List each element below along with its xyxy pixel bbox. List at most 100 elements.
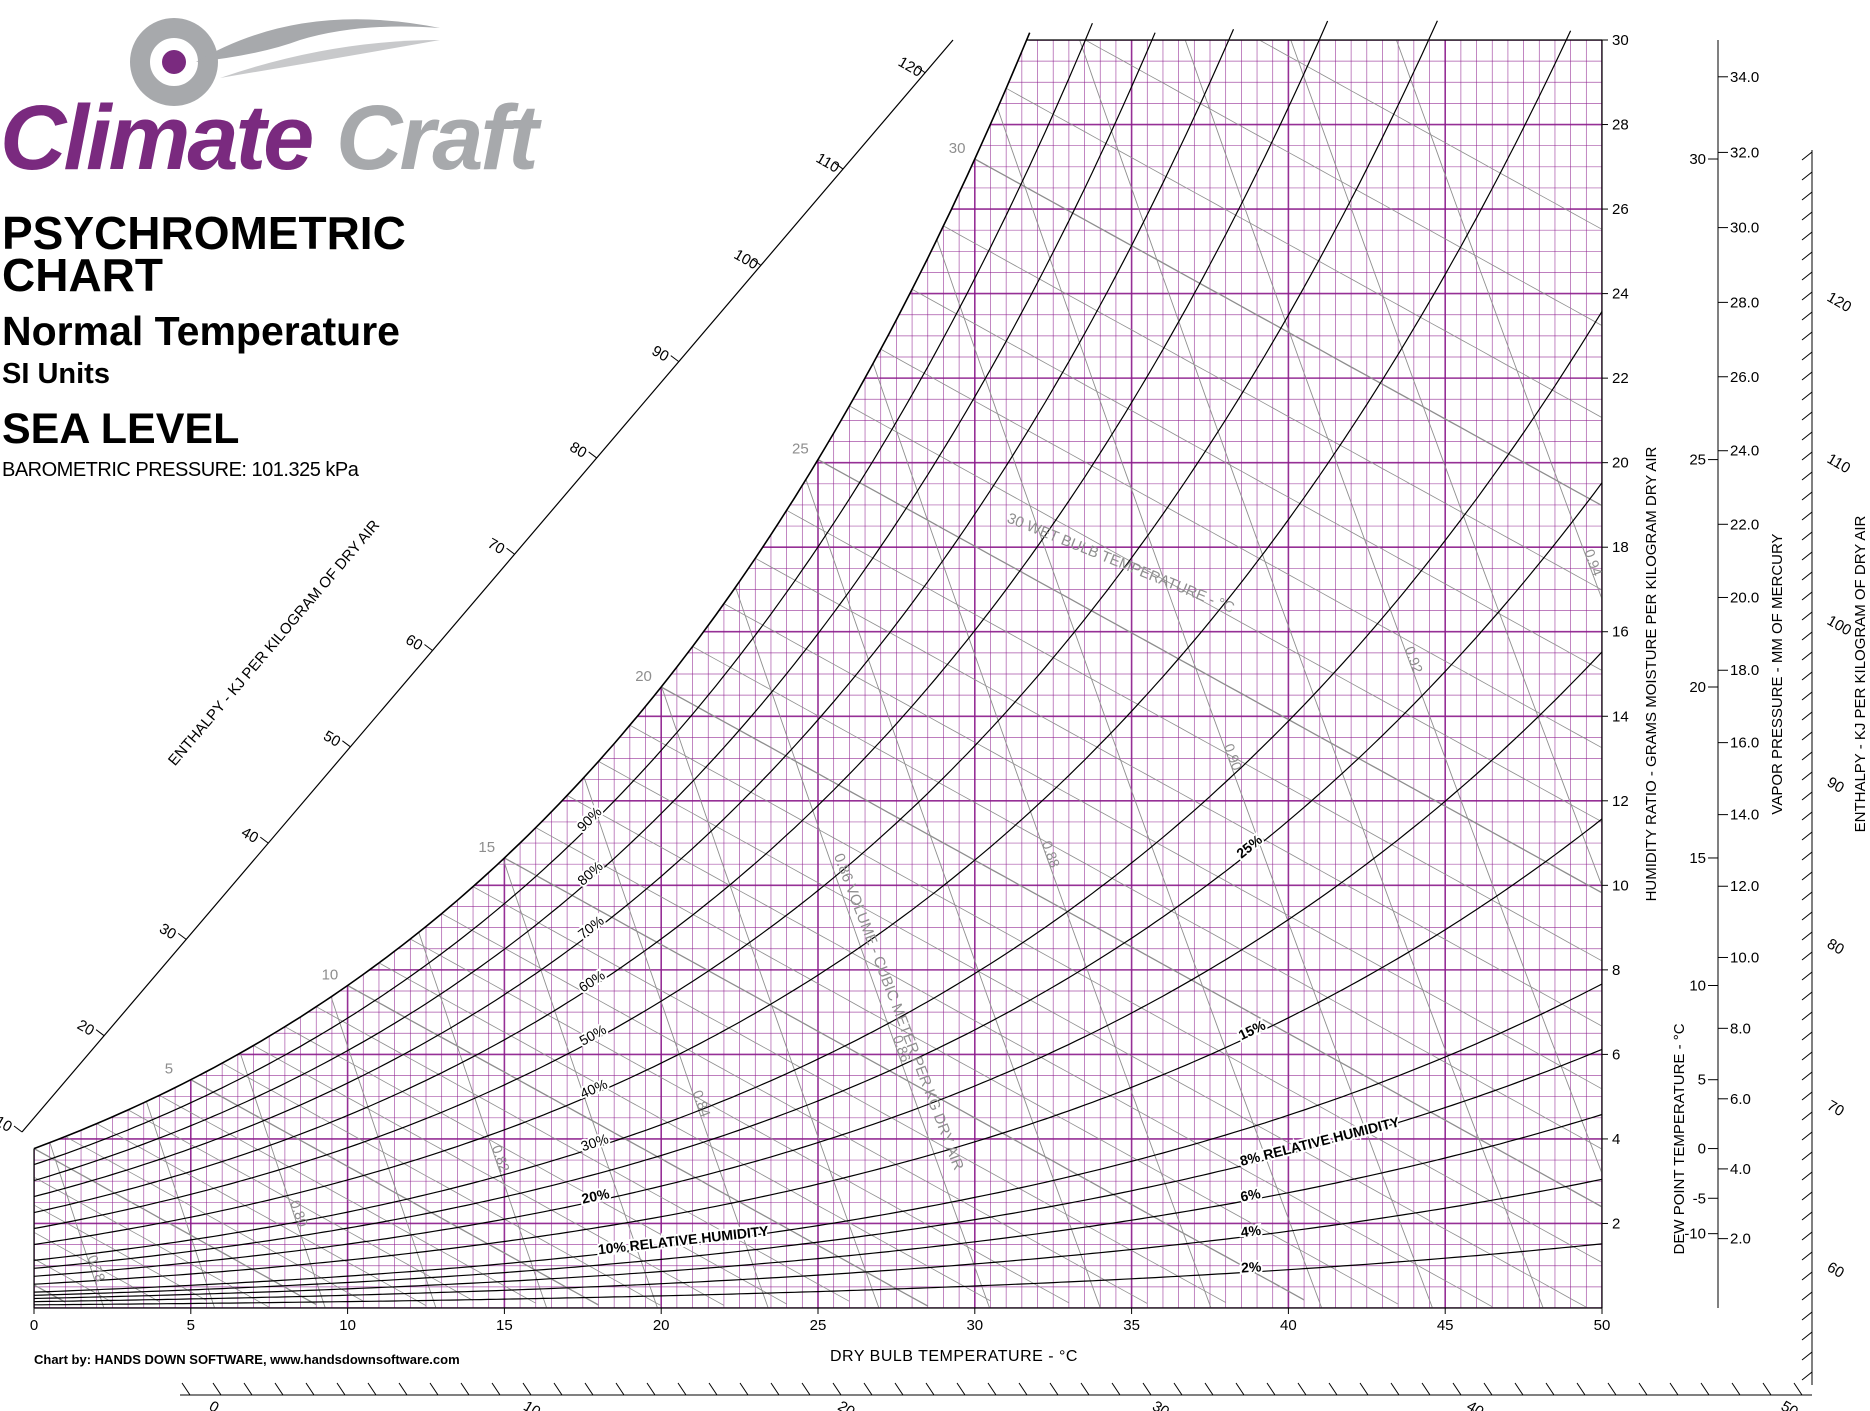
- enthalpy-right-tick: [1801, 611, 1813, 621]
- x-tick-label: 30: [966, 1317, 983, 1334]
- volume-line: [973, 40, 1433, 1308]
- y-tick-label: 8: [1612, 962, 1620, 979]
- rh-curve-25: [33, 482, 1603, 1269]
- y-axis-title: HUMIDITY RATIO - GRAMS MOISTURE PER KILO…: [1643, 446, 1660, 901]
- x-tick-label: 35: [1123, 1317, 1140, 1334]
- enthalpy-right-tick: [1801, 251, 1813, 261]
- y-tick-label: 18: [1612, 539, 1629, 556]
- enthalpy-right-tick: [1801, 971, 1813, 981]
- enthalpy-bottom-tick: [832, 1382, 842, 1396]
- enthalpy-right-tick: [1801, 591, 1813, 601]
- volume-line: [1079, 40, 1544, 1308]
- enthalpy-right-tick: [1801, 871, 1813, 881]
- enthalpy-bottom-tick: [367, 1382, 377, 1396]
- enthalpy-left-tick: [752, 258, 762, 266]
- enthalpy-bottom-tick: [305, 1382, 315, 1396]
- enthalpy-right-tick: [1801, 511, 1813, 521]
- enthalpy-bottom-tick: [1049, 1382, 1059, 1396]
- wet-bulb-line: [159, 1094, 536, 1304]
- vapor-pressure-label: 20.0: [1730, 589, 1759, 606]
- enthalpy-bottom-tick: [212, 1382, 222, 1396]
- enthalpy-left-label: 70: [485, 535, 508, 558]
- enthalpy-right-tick: [1801, 931, 1813, 941]
- enthalpy-right-tick: [1801, 391, 1813, 401]
- enthalpy-left-tick: [95, 1029, 105, 1037]
- rh-curve-8: [33, 1048, 1603, 1296]
- wet-bulb-line: [316, 1006, 850, 1302]
- vapor-pressure-title: VAPOR PRESSURE - MM OF MERCURY: [1769, 533, 1786, 814]
- pressure-label: BAROMETRIC PRESSURE: 101.325 kPa: [2, 459, 359, 481]
- enthalpy-bottom-tick: [1235, 1382, 1245, 1396]
- dew-point-label: 15: [1689, 850, 1706, 867]
- enthalpy-right-tick: [1801, 351, 1813, 361]
- rh-label: 20%: [580, 1185, 611, 1207]
- enthalpy-bottom-tick: [243, 1382, 253, 1396]
- wet-bulb-label: 10: [322, 966, 339, 983]
- enthalpy-right-tick: [1801, 1051, 1813, 1061]
- enthalpy-bottom-tick: [1638, 1382, 1648, 1396]
- vapor-pressure-label: 18.0: [1730, 662, 1759, 679]
- rh-label: 90%: [574, 804, 605, 835]
- enthalpy-right-tick: [1801, 711, 1813, 721]
- vapor-pressure-label: 8.0: [1730, 1020, 1751, 1037]
- enthalpy-right-tick: [1801, 551, 1813, 561]
- units-label: SI Units: [2, 358, 110, 390]
- enthalpy-bottom-tick: [646, 1382, 656, 1396]
- enthalpy-right-title: ENTHALPY - KJ PER KILOGRAM OF DRY AIR: [1852, 515, 1869, 832]
- enthalpy-bottom-tick: [1514, 1382, 1524, 1396]
- wet-bulb-line: [1037, 40, 1602, 413]
- enthalpy-right-tick: [1801, 1331, 1813, 1341]
- wet-bulb-line: [817, 459, 1602, 981]
- volume-label: 0.82: [489, 1143, 513, 1174]
- y-tick-label: 28: [1612, 117, 1629, 134]
- enthalpy-right-tick: [1801, 1231, 1813, 1241]
- y-tick-label: 2: [1612, 1215, 1620, 1232]
- dew-point-label: 20: [1689, 679, 1706, 696]
- enthalpy-left-label: 110: [813, 150, 842, 177]
- rh-curve-90: [33, 22, 1093, 1166]
- enthalpy-bottom-label: 30: [1149, 1398, 1172, 1411]
- enthalpy-right-tick: [1801, 491, 1813, 501]
- enthalpy-bottom-tick: [336, 1382, 346, 1396]
- rh-curve-40: [33, 30, 1572, 1246]
- wet-bulb-line: [253, 1045, 725, 1306]
- x-tick-label: 20: [653, 1317, 670, 1334]
- enthalpy-right-tick: [1801, 191, 1813, 201]
- x-tick-label: 40: [1280, 1317, 1297, 1334]
- wet-bulb-line: [34, 1189, 113, 1303]
- vapor-pressure-label: 6.0: [1730, 1091, 1751, 1108]
- enthalpy-left-label: 120: [895, 54, 925, 81]
- enthalpy-right-label: 90: [1824, 774, 1847, 797]
- vapor-pressure-label: 10.0: [1730, 949, 1759, 966]
- logo-swoosh-icon: [130, 18, 440, 106]
- enthalpy-right-label: 110: [1824, 450, 1853, 477]
- enthalpy-bottom-tick: [274, 1382, 284, 1396]
- enthalpy-left-axis: [21, 39, 954, 1133]
- enthalpy-bottom-tick: [1452, 1382, 1462, 1396]
- dew-point-label: 30: [1689, 151, 1706, 168]
- wet-bulb-line: [1068, 40, 1602, 317]
- y-tick-label: 30: [1612, 32, 1629, 49]
- enthalpy-right-tick: [1801, 1171, 1813, 1181]
- enthalpy-bottom-label: 50: [1778, 1398, 1801, 1411]
- y-tick-label: 16: [1612, 624, 1629, 641]
- enthalpy-left-tick: [259, 836, 269, 844]
- y-tick-label: 12: [1612, 793, 1629, 810]
- wet-bulb-label: 20: [635, 668, 652, 685]
- enthalpy-bottom-label: 10: [520, 1398, 543, 1411]
- enthalpy-bottom-tick: [1018, 1382, 1028, 1396]
- wet-bulb-line: [504, 857, 1305, 1301]
- vapor-pressure-label: 14.0: [1730, 807, 1759, 824]
- enthalpy-right-tick: [1801, 831, 1813, 841]
- enthalpy-right-tick: [1801, 1031, 1813, 1041]
- enthalpy-bottom-tick: [1204, 1382, 1214, 1396]
- enthalpy-right-tick: [1801, 1311, 1813, 1321]
- enthalpy-right-tick: [1801, 631, 1813, 641]
- enthalpy-bottom-tick: [708, 1382, 718, 1396]
- dew-point-label: -5: [1693, 1190, 1706, 1207]
- enthalpy-right-tick: [1801, 1291, 1813, 1301]
- enthalpy-right-tick: [1801, 1191, 1813, 1201]
- enthalpy-bottom-tick: [1576, 1382, 1586, 1396]
- enthalpy-left-label: 90: [649, 342, 672, 365]
- vapor-pressure-label: 34.0: [1730, 69, 1759, 86]
